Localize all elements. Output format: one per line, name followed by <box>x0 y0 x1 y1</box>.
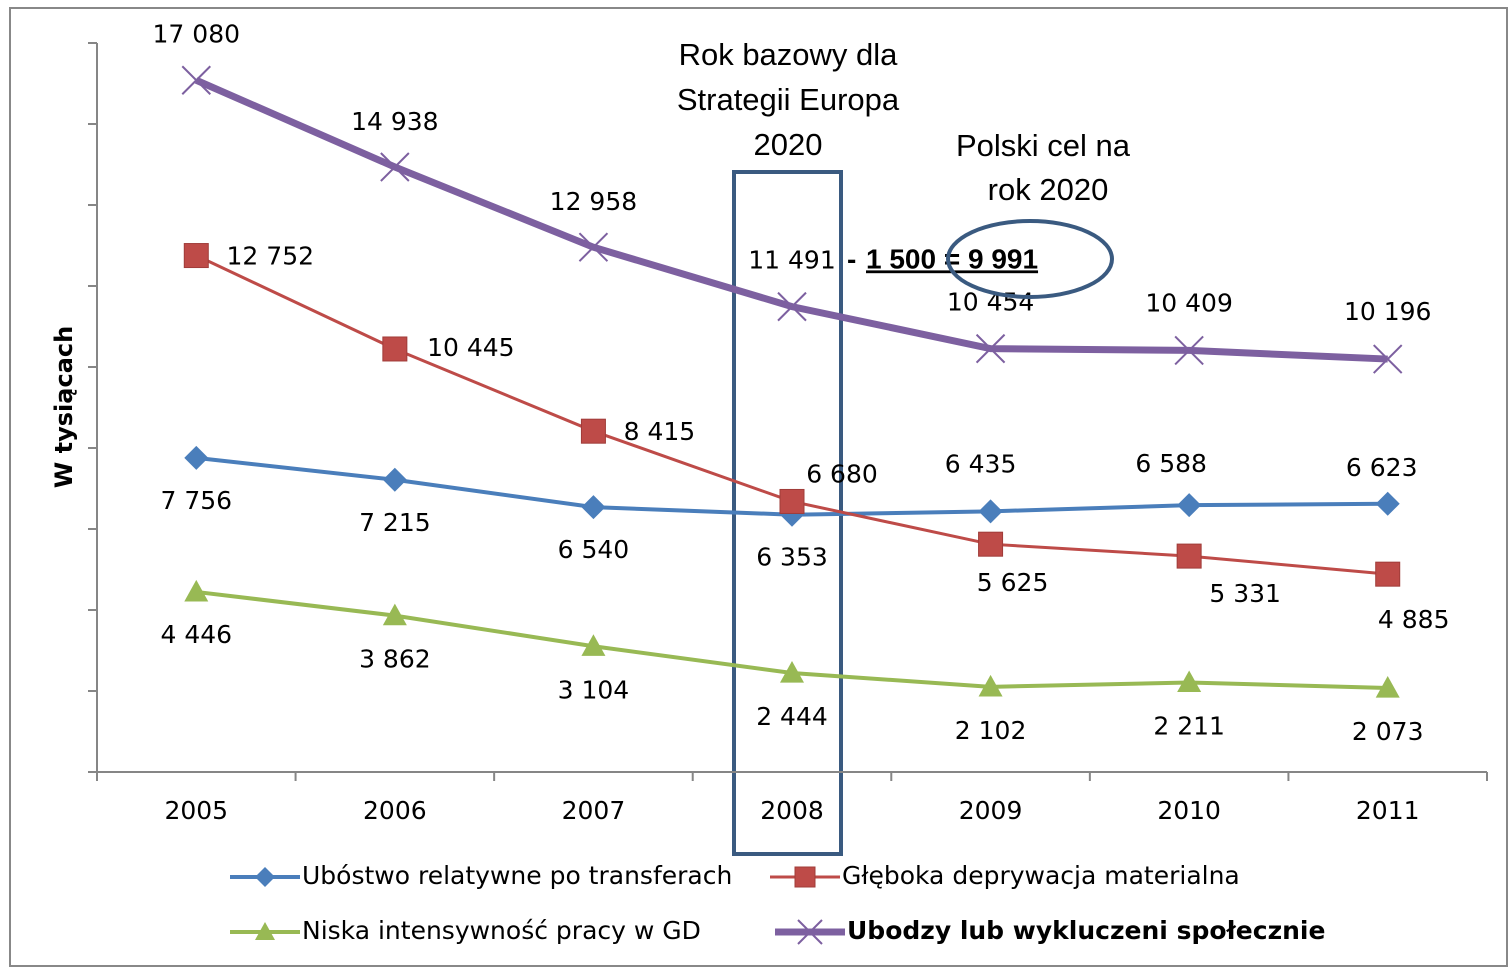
marker <box>1177 670 1202 693</box>
value-label: 10 409 <box>1145 288 1232 317</box>
value-label: 6 680 <box>806 459 878 488</box>
annotation: Polski cel na <box>956 128 1131 163</box>
legend-label: Głęboka deprywacja materialna <box>842 861 1240 890</box>
marker <box>382 336 408 362</box>
marker <box>181 65 211 95</box>
marker <box>382 467 407 492</box>
marker <box>382 603 407 626</box>
value-label: 7 756 <box>160 486 232 515</box>
marker <box>794 866 816 888</box>
legend-label: Ubodzy lub wykluczeni społecznie <box>847 916 1325 945</box>
value-label: 6 588 <box>1135 449 1207 478</box>
value-label: 3 862 <box>359 645 431 674</box>
value-label: 6 540 <box>558 535 630 564</box>
frame <box>9 7 1508 967</box>
marker <box>978 531 1004 557</box>
target-ellipse <box>946 219 1114 299</box>
value-label: 8 415 <box>624 417 696 446</box>
marker <box>978 499 1003 524</box>
marker <box>255 867 275 887</box>
value-label: 10 445 <box>427 333 514 362</box>
marker <box>581 495 606 520</box>
x-tick-label: 2005 <box>164 796 228 825</box>
x-tick-label: 2010 <box>1157 796 1221 825</box>
marker <box>1176 543 1202 569</box>
x-tick-label: 2009 <box>959 796 1023 825</box>
marker <box>780 661 804 683</box>
value-label: 5 625 <box>977 568 1049 597</box>
value-label: 10 196 <box>1344 297 1431 326</box>
marker <box>1375 491 1400 516</box>
value-label: 2 073 <box>1352 717 1424 746</box>
marker <box>581 634 606 656</box>
marker <box>978 674 1003 697</box>
marker <box>777 291 807 322</box>
value-label: 7 215 <box>359 508 431 537</box>
marker <box>580 418 606 444</box>
marker <box>1375 561 1401 587</box>
value-label: 3 104 <box>558 675 630 704</box>
marker <box>779 488 805 514</box>
x-tick-label: 2011 <box>1356 796 1420 825</box>
marker <box>1373 344 1403 374</box>
marker <box>380 152 410 182</box>
marker <box>183 243 209 269</box>
value-label: 12 958 <box>550 187 637 216</box>
marker <box>1174 335 1204 366</box>
annotation: 2020 <box>754 127 823 162</box>
legend-label: Niska intensywność pracy w GD <box>302 916 701 945</box>
value-label: 4 885 <box>1378 605 1450 634</box>
value-label: 12 752 <box>227 242 314 271</box>
value-label: 6 353 <box>756 543 828 572</box>
value-label: 17 080 <box>153 19 240 48</box>
marker <box>1177 493 1202 518</box>
value-label: 2 444 <box>756 702 828 731</box>
value-label: 2 102 <box>955 716 1027 745</box>
value-label: 4 446 <box>160 620 232 649</box>
marker <box>255 922 275 940</box>
value-label: 2 211 <box>1153 711 1225 740</box>
legend-label: Ubóstwo relatywne po transferach <box>302 861 732 890</box>
marker <box>184 579 209 602</box>
marker <box>578 232 609 262</box>
marker <box>184 445 209 470</box>
annotation: Rok bazowy dla <box>679 37 899 72</box>
value-label: 11 491 <box>748 246 835 275</box>
marker <box>797 919 823 945</box>
value-label: 6 435 <box>945 449 1017 478</box>
annotation: rok 2020 <box>988 172 1109 207</box>
value-label: 14 938 <box>351 107 438 136</box>
annotation: Strategii Europa <box>677 82 900 117</box>
value-label: 6 623 <box>1346 453 1418 482</box>
x-tick-label: 2008 <box>760 796 824 825</box>
marker <box>1375 676 1400 698</box>
marker <box>975 333 1006 364</box>
y-axis-label: W tysiącach <box>50 326 78 488</box>
x-tick-label: 2006 <box>363 796 427 825</box>
value-label: 5 331 <box>1209 579 1281 608</box>
x-tick-label: 2007 <box>562 796 626 825</box>
annotation: - <box>847 243 856 274</box>
